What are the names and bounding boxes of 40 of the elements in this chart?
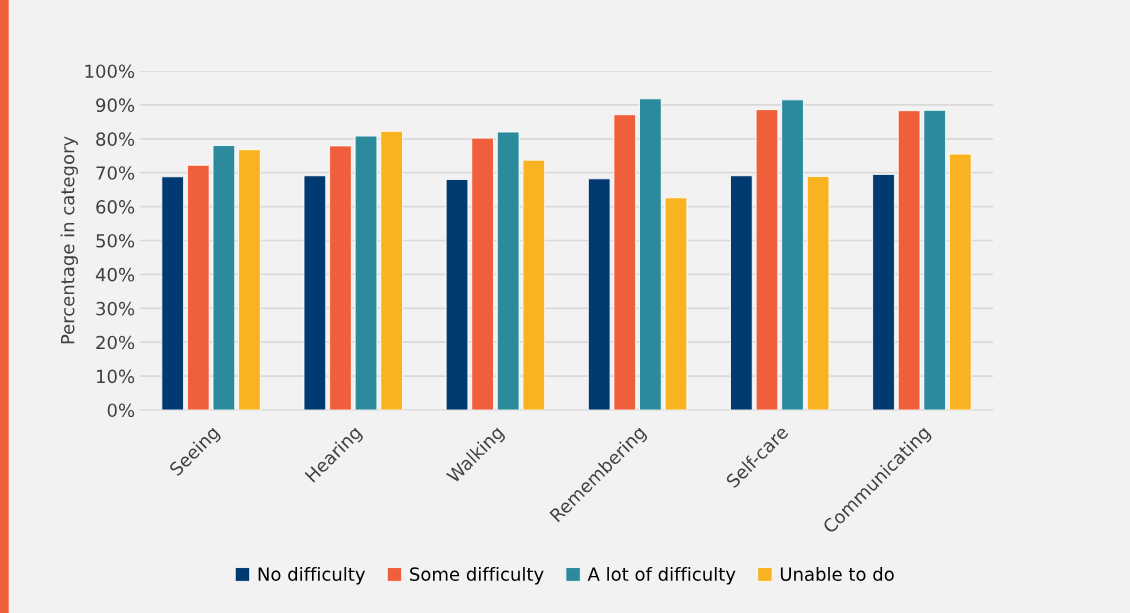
bar	[354, 135, 378, 410]
y-tick-label: 80%	[96, 132, 135, 146]
bar	[949, 153, 972, 410]
bar	[664, 197, 688, 410]
bar	[923, 109, 947, 410]
legend-label: No difficulty	[258, 567, 366, 585]
bar	[238, 149, 261, 410]
y-tick-label: 40%	[95, 267, 135, 282]
legend-label: Some difficulty	[410, 567, 544, 585]
y-tick-label: 100%	[85, 64, 135, 79]
bar	[380, 130, 403, 410]
y-tick-label: 70%	[96, 166, 135, 180]
bar	[897, 110, 921, 410]
bar	[496, 131, 520, 410]
y-tick-label: 30%	[96, 301, 135, 316]
y-axis-title: Percentage in category	[60, 136, 78, 344]
legend-label: A lot of difficulty	[587, 567, 736, 585]
bar	[806, 176, 830, 410]
bar	[522, 159, 546, 410]
bar	[471, 137, 494, 410]
y-tick-label: 10%	[96, 369, 135, 384]
bar	[587, 178, 611, 410]
bar	[613, 114, 637, 410]
bar	[639, 98, 662, 410]
bar	[161, 176, 184, 410]
bar	[755, 109, 779, 410]
bar	[329, 145, 352, 410]
bar	[872, 173, 895, 410]
y-tick-label: 0%	[107, 403, 135, 418]
legend-label: Unable to do	[780, 567, 894, 581]
bar	[212, 145, 236, 410]
y-tick-label: 20%	[96, 335, 135, 350]
bar	[303, 175, 327, 410]
y-tick-label: 50%	[96, 233, 135, 248]
bar	[781, 99, 804, 410]
bar	[445, 179, 469, 410]
bar	[186, 164, 210, 410]
y-tick-label: 90%	[96, 98, 135, 113]
y-tick-label: 60%	[96, 200, 135, 214]
bar	[730, 175, 753, 410]
